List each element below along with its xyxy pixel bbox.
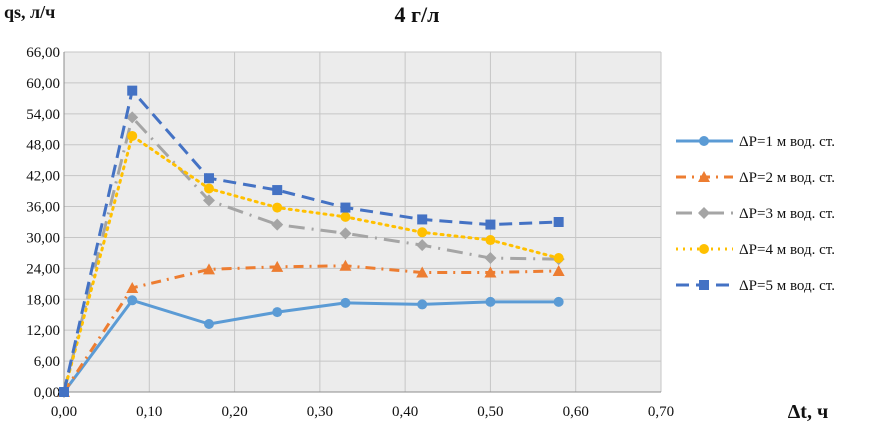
data-point (417, 299, 428, 310)
data-point (203, 183, 214, 194)
series-1 (59, 295, 564, 397)
data-point (126, 281, 139, 293)
axes: 0,00 6,00 12,00 18,00 24,00 30,00 36,00 42,00 48… (26, 45, 674, 420)
y-tick-label: 6,00 (34, 354, 60, 370)
data-point (417, 214, 428, 225)
legend-marker (699, 136, 709, 146)
y-tick-label: 30,00 (26, 230, 60, 246)
data-point (271, 218, 284, 231)
data-point (417, 227, 428, 238)
legend-label: ΔP=2 м вод. ст. (739, 170, 835, 186)
y-tick-label: 18,00 (26, 292, 60, 308)
plot-area (64, 52, 661, 392)
data-point (339, 227, 352, 240)
data-point (484, 252, 497, 265)
y-tick-label: 24,00 (26, 261, 60, 277)
data-point (485, 219, 496, 230)
data-point (126, 111, 139, 124)
data-point (339, 259, 352, 271)
y-tick-label: 66,00 (26, 45, 60, 61)
data-point (127, 295, 138, 306)
y-tick-label: 60,00 (26, 76, 60, 92)
legend-entry: ΔP=1 м вод. ст. (676, 134, 835, 150)
series-5 (59, 85, 564, 397)
legend-label: ΔP=1 м вод. ст. (739, 134, 835, 150)
data-point (127, 130, 138, 141)
y-tick-label: 12,00 (26, 323, 60, 339)
y-tick-label: 36,00 (26, 200, 60, 216)
legend-marker (698, 171, 710, 182)
data-point (340, 297, 351, 308)
data-point (553, 217, 564, 227)
y-tick-label: 48,00 (26, 138, 60, 154)
data-point (272, 307, 283, 318)
series-group (58, 85, 565, 398)
legend-entry: ΔP=3 м вод. ст. (676, 206, 835, 222)
series-line (62, 298, 559, 393)
legend-label: ΔP=5 м вод. ст. (739, 278, 835, 294)
data-point (485, 296, 496, 307)
data-point (271, 260, 284, 272)
data-point (272, 185, 283, 196)
x-axis-label: Δt, ч (788, 401, 828, 423)
y-axis-label: qs, л/ч (4, 2, 55, 22)
data-point (416, 266, 429, 278)
x-tick-label: 0,40 (392, 404, 418, 420)
series-line (62, 264, 559, 393)
series-line (62, 89, 559, 393)
series-line (62, 115, 559, 393)
data-point (59, 387, 69, 397)
x-tick-label: 0,60 (563, 404, 589, 420)
data-point (553, 253, 564, 264)
y-tick-label: 42,00 (26, 169, 60, 185)
data-point (416, 239, 429, 252)
data-point (203, 173, 214, 184)
x-tick-label: 0,70 (648, 404, 674, 420)
series-line (62, 134, 561, 394)
x-tick-label: 0,20 (221, 404, 247, 420)
legend-label: ΔP=3 м вод. ст. (739, 206, 835, 222)
data-point (272, 202, 283, 213)
legend-label: ΔP=4 м вод. ст. (739, 242, 835, 258)
x-tick-label: 0,00 (51, 404, 77, 420)
y-tick-label: 0,00 (34, 385, 60, 401)
x-tick-label: 0,50 (477, 404, 503, 420)
x-tick-label: 0,10 (136, 404, 162, 420)
data-point (127, 85, 138, 96)
data-point (340, 211, 351, 222)
chart-title: 4 г/л (395, 2, 440, 27)
legend-entry: ΔP=4 м вод. ст. (676, 242, 835, 258)
legend-marker (699, 244, 709, 254)
data-point (202, 194, 215, 207)
legend-entry: ΔP=2 м вод. ст. (676, 170, 835, 186)
data-point (484, 266, 497, 278)
data-point (552, 264, 565, 276)
data-point (553, 296, 564, 307)
y-tick-label: 54,00 (26, 107, 60, 123)
data-point (340, 202, 351, 213)
legend-entry: ΔP=5 м вод. ст. (676, 278, 835, 294)
data-point (485, 235, 496, 246)
legend-marker (699, 280, 709, 290)
legend: ΔP=1 м вод. ст. ΔP=2 м вод. ст. ΔP=3 м вод… (676, 134, 835, 294)
x-tick-label: 0,30 (307, 404, 333, 420)
data-point (203, 319, 214, 329)
data-point (202, 263, 215, 275)
legend-marker (698, 207, 710, 219)
